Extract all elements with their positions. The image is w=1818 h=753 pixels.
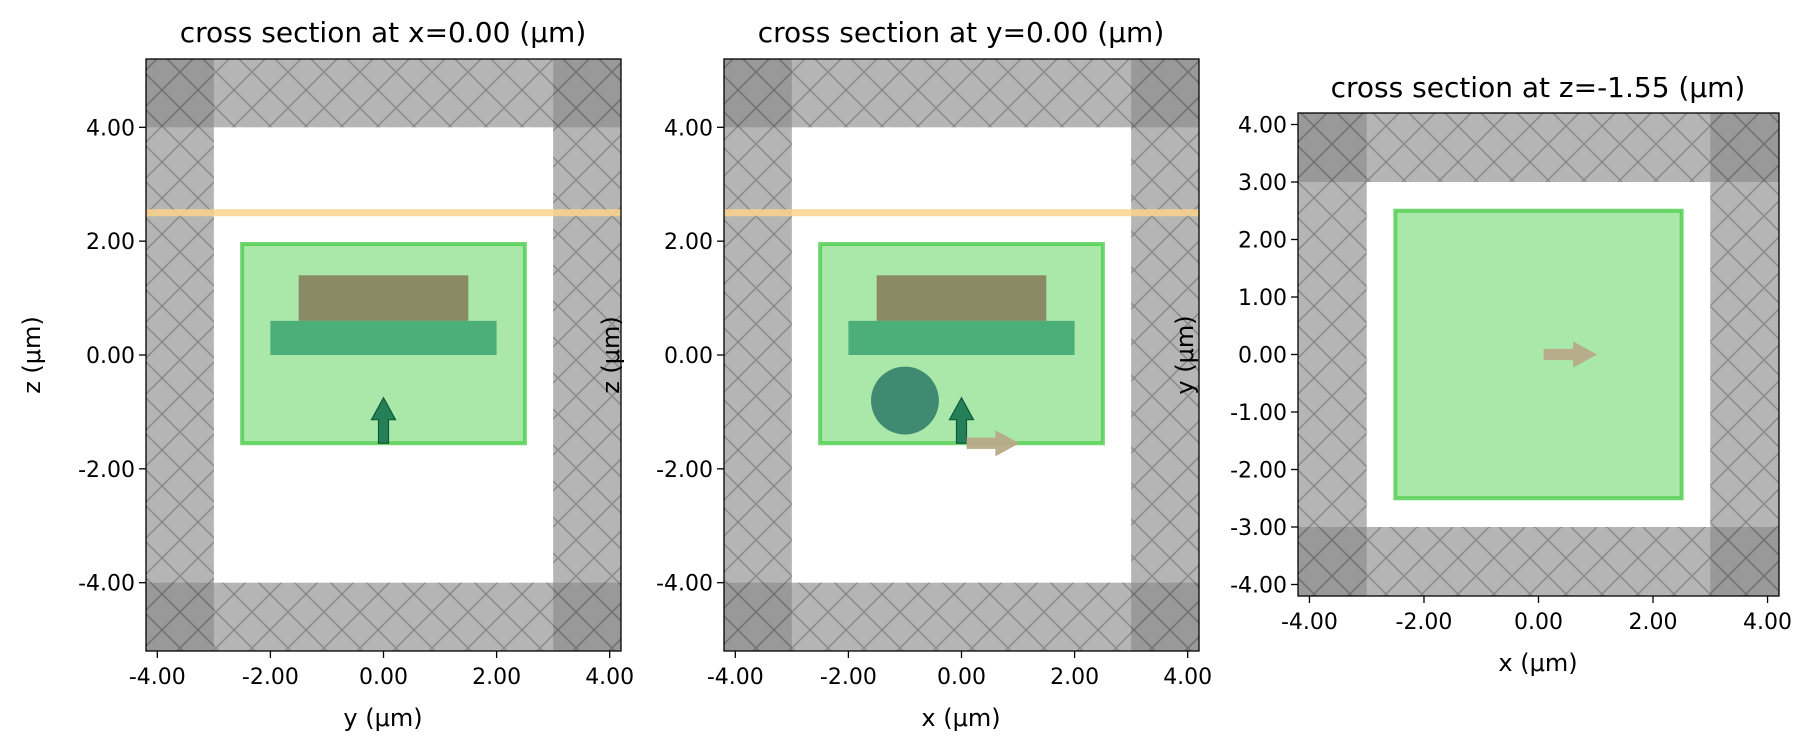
panel-2-xlabel: x (μm): [921, 704, 1000, 732]
y-tick-label: 4.00: [664, 116, 713, 141]
x-tick-label: 0.00: [937, 665, 986, 690]
y-tick-label: 4.00: [86, 116, 135, 141]
y-tick-label: 1.00: [1238, 286, 1287, 311]
y-tick-label: -4.00: [1230, 574, 1287, 599]
x-tick-label: -2.00: [1396, 610, 1453, 635]
panel-2-plot: -4.00 -2.00 0.00 2.00 4.00 -4.00 -2.00 0.00 2.00…: [656, 58, 1212, 690]
pml-left-hatch: [1298, 113, 1367, 596]
y-tick-label: 2.00: [664, 230, 713, 255]
monitor-region: [1393, 208, 1684, 501]
pml-top-hatch: [146, 59, 621, 128]
y-tick-label: 0.00: [1238, 344, 1287, 369]
x-tick-label: 2.00: [1629, 610, 1678, 635]
y-tick-label: -2.00: [1230, 459, 1287, 484]
y-tick-label: -4.00: [78, 572, 135, 597]
flux-arrow: [966, 430, 1020, 457]
y-tick-label: 3.00: [1238, 171, 1287, 196]
pml-bottom-hatch: [146, 582, 621, 651]
x-tick-label: 4.00: [585, 665, 634, 690]
panel-3-plot: -4.00 -2.00 0.00 2.00 4.00 -4.00 -3.00 -2.00 -1.…: [1230, 112, 1792, 635]
structure-slab: [848, 320, 1075, 355]
pml-top-hatch: [724, 59, 1199, 128]
panel-3-xlabel: x (μm): [1498, 649, 1577, 677]
y-tick-label: -3.00: [1230, 516, 1287, 541]
x-tick-label: 4.00: [1743, 610, 1792, 635]
y-tick-label: -2.00: [656, 458, 713, 483]
pml-right-hatch: [1131, 59, 1199, 651]
source-arrow: [948, 396, 975, 444]
pml-left-hatch: [146, 59, 214, 651]
panel-x-section: cross section at x=0.00 (μm) -4.00 -2.00 0…: [18, 16, 634, 732]
y-tick-label: -1.00: [1230, 401, 1287, 426]
panel-3-title: cross section at z=-1.55 (μm): [1331, 71, 1746, 104]
pml-bottom-hatch: [1298, 527, 1779, 596]
x-tick-label: 0.00: [1514, 610, 1563, 635]
x-tick-label: -2.00: [242, 665, 299, 690]
pml-bottom-hatch: [724, 582, 1199, 651]
x-tick-label: 2.00: [472, 665, 521, 690]
panel-2-title: cross section at y=0.00 (μm): [758, 16, 1165, 49]
panel-z-section: cross section at z=-1.55 (μm) -4.00 -2.00…: [1171, 71, 1792, 677]
y-tick-label: 0.00: [664, 344, 713, 369]
panel-1-ylabel: z (μm): [18, 316, 46, 394]
structure-ridge: [876, 275, 1047, 321]
y-tick-label: -2.00: [78, 458, 135, 483]
panel-y-section: cross section at y=0.00 (μm) -4.00 -2.00 0…: [597, 16, 1212, 732]
flux-arrow: [1543, 341, 1598, 368]
x-tick-label: 2.00: [1050, 665, 1099, 690]
structure-slab: [270, 320, 497, 355]
x-tick-label: -4.00: [707, 665, 764, 690]
panel-1-xlabel: y (μm): [343, 704, 422, 732]
panel-1-plot: -4.00 -2.00 0.00 2.00 4.00 -4.00 -2.00 0.00 2.00…: [78, 58, 634, 690]
pml-right-hatch: [1710, 113, 1779, 596]
x-tick-label: -4.00: [129, 665, 186, 690]
x-tick-label: 4.00: [1163, 665, 1212, 690]
y-tick-label: 0.00: [86, 344, 135, 369]
y-tick-label: 4.00: [1238, 114, 1287, 139]
pml-top-hatch: [1298, 113, 1779, 182]
x-tick-label: -4.00: [1281, 610, 1338, 635]
y-tick-label: -4.00: [656, 572, 713, 597]
source-arrow: [370, 396, 397, 444]
panel-2-ylabel: z (μm): [597, 316, 625, 394]
structure-cylinder: [871, 366, 939, 435]
x-tick-label: -2.00: [820, 665, 877, 690]
panel-1-title: cross section at x=0.00 (μm): [180, 16, 587, 49]
y-tick-label: 2.00: [1238, 229, 1287, 254]
pml-left-hatch: [724, 59, 792, 651]
x-tick-label: 0.00: [359, 665, 408, 690]
structure-ridge: [298, 275, 469, 321]
y-tick-label: 2.00: [86, 230, 135, 255]
pml-right-hatch: [553, 59, 621, 651]
panel-3-ylabel: y (μm): [1171, 315, 1199, 394]
